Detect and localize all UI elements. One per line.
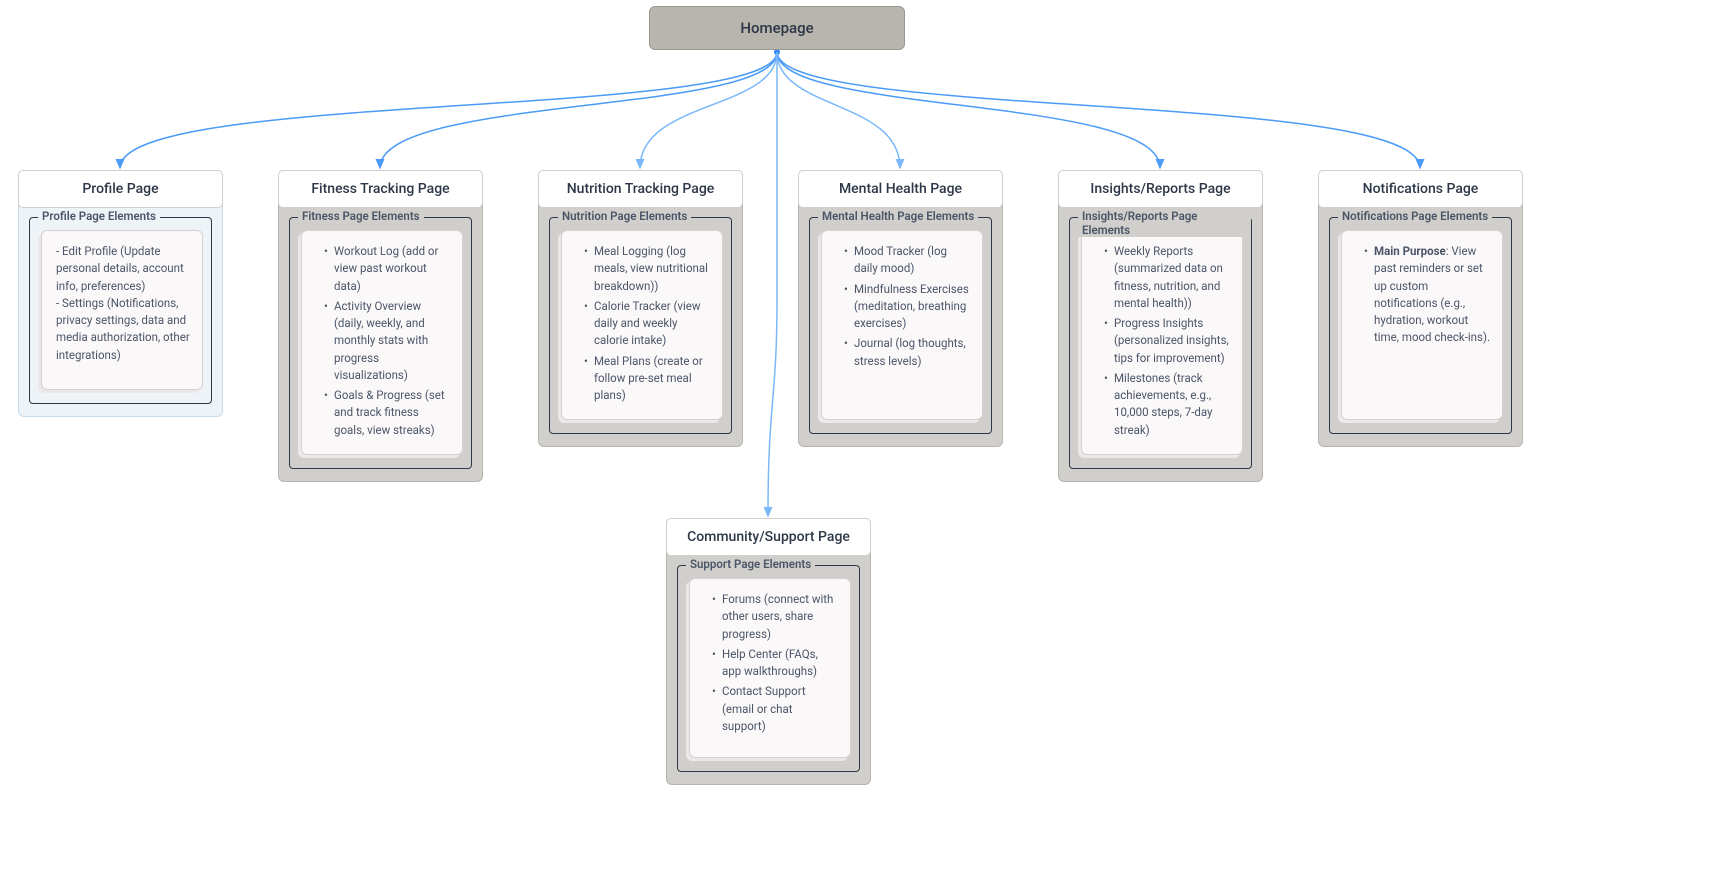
page-mental-health[interactable]: Mental Health Page Mental Health Page El… [798,170,1003,447]
list-item: Progress Insights (personalized insights… [1104,315,1230,367]
list-item: Workout Log (add or view past workout da… [324,243,450,295]
page-title: Fitness Tracking Page [278,170,483,208]
page-profile[interactable]: Profile Page Profile Page Elements - Edi… [18,170,223,417]
support-elements-card: Forums (connect with other users, share … [689,578,851,758]
list-item: Milestones (track achievements, e.g., 10… [1104,370,1230,439]
elements-title: Mental Health Page Elements [818,209,978,223]
page-title: Notifications Page [1318,170,1523,208]
edge-to-nutrition [640,52,777,168]
page-fitness[interactable]: Fitness Tracking Page Fitness Page Eleme… [278,170,483,482]
page-notifications[interactable]: Notifications Page Notifications Page El… [1318,170,1523,447]
list-item: Meal Plans (create or follow pre-set mea… [584,353,710,405]
root-homepage[interactable]: Homepage [649,6,905,50]
list-item: Main Purpose: View past reminders or set… [1364,243,1490,347]
list-item: Contact Support (email or chat support) [712,683,838,735]
list-item: Meal Logging (log meals, view nutritiona… [584,243,710,295]
list-item: Activity Overview (daily, weekly, and mo… [324,298,450,384]
elements-title: Nutrition Page Elements [558,209,691,223]
nutrition-elements-box: Nutrition Page Elements Meal Logging (lo… [549,217,732,434]
list-item: Weekly Reports (summarized data on fitne… [1104,243,1230,312]
list-item: Mindfulness Exercises (meditation, breat… [844,281,970,333]
edge-to-insights [777,52,1160,168]
page-title: Community/Support Page [666,518,871,556]
insights-elements-box: Insights/Reports Page Elements Weekly Re… [1069,217,1252,469]
fitness-elements-card: Workout Log (add or view past workout da… [301,230,463,455]
page-title: Mental Health Page [798,170,1003,208]
mental-elements-box: Mental Health Page Elements Mood Tracker… [809,217,992,434]
elements-title: Profile Page Elements [38,209,160,223]
elements-title: Notifications Page Elements [1338,209,1492,223]
insights-elements-card: Weekly Reports (summarized data on fitne… [1081,230,1243,455]
list-item: - Settings (Notifications, privacy setti… [56,295,190,364]
list-item: Goals & Progress (set and track fitness … [324,387,450,439]
edge-to-mental [777,52,900,168]
edge-to-profile [120,52,777,168]
elements-title: Insights/Reports Page Elements [1078,209,1251,237]
page-community-support[interactable]: Community/Support Page Support Page Elem… [666,518,871,785]
list-item-bold: Main Purpose [1374,244,1446,258]
notifications-elements-card: Main Purpose: View past reminders or set… [1341,230,1503,420]
page-title: Nutrition Tracking Page [538,170,743,208]
elements-title: Fitness Page Elements [298,209,424,223]
list-item: Mood Tracker (log daily mood) [844,243,970,278]
page-title: Insights/Reports Page [1058,170,1263,208]
list-item: Journal (log thoughts, stress levels) [844,335,970,370]
profile-elements-card: - Edit Profile (Update personal details,… [41,230,203,390]
notifications-elements-box: Notifications Page Elements Main Purpose… [1329,217,1512,434]
support-elements-box: Support Page Elements Forums (connect wi… [677,565,860,772]
elements-title: Support Page Elements [686,557,815,571]
page-nutrition[interactable]: Nutrition Tracking Page Nutrition Page E… [538,170,743,447]
nutrition-elements-card: Meal Logging (log meals, view nutritiona… [561,230,723,420]
page-insights[interactable]: Insights/Reports Page Insights/Reports P… [1058,170,1263,482]
list-item: Calorie Tracker (view daily and weekly c… [584,298,710,350]
mental-elements-card: Mood Tracker (log daily mood) Mindfulnes… [821,230,983,420]
edge-to-community [768,52,777,516]
list-item-rest: : View past reminders or set up custom n… [1374,244,1490,344]
list-item: - Edit Profile (Update personal details,… [56,243,190,295]
edge-to-notifications [777,52,1420,168]
list-item: Forums (connect with other users, share … [712,591,838,643]
list-item: Help Center (FAQs, app walkthroughs) [712,646,838,681]
edge-to-fitness [380,52,777,168]
profile-elements-box: Profile Page Elements - Edit Profile (Up… [29,217,212,404]
fitness-elements-box: Fitness Page Elements Workout Log (add o… [289,217,472,469]
root-label: Homepage [740,19,813,37]
page-title: Profile Page [18,170,223,208]
